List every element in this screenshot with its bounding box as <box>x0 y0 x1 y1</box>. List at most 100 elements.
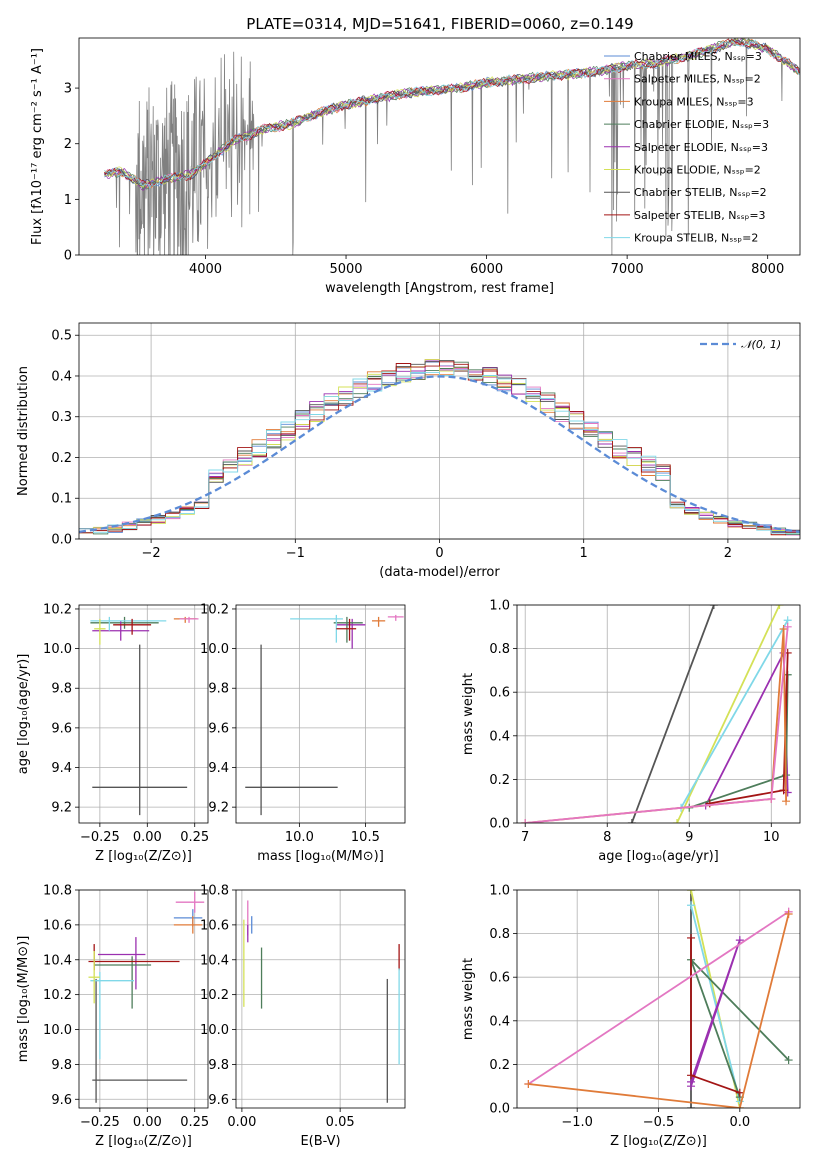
y-axis-label: Flux [fλ10⁻¹⁷ erg cm⁻² s⁻¹ A⁻¹] <box>30 48 45 245</box>
legend-label: Kroupa MILES, Nₛₛₚ=3 <box>634 95 754 108</box>
x-axis-label: age [log₁₀(age/yr)] <box>598 849 719 864</box>
x-tick-label: 0.00 <box>227 1115 256 1130</box>
model-line-salpeter_stelib <box>104 38 800 187</box>
weight-line-salpeter_miles <box>525 626 789 823</box>
x-axis-label: wavelength [Angstrom, rest frame] <box>325 281 554 296</box>
panel-weight_vs_age: 7 8 9 10 0.0 0.2 0.4 0.6 0.8 1.0 age [log₁₀(age/yr… <box>461 599 801 864</box>
errorbar-point <box>336 618 357 641</box>
weight-marker <box>687 1104 696 1108</box>
weight-marker <box>784 909 793 918</box>
weight-marker <box>735 936 744 945</box>
errorbar-point <box>179 616 199 623</box>
legend-label: Salpeter MILES, Nₛₛₚ=2 <box>634 73 761 86</box>
x-tick-label: 1 <box>580 546 588 561</box>
x-tick-label: 8 <box>603 830 611 845</box>
y-tick-label: 0.2 <box>51 451 72 466</box>
weight-marker <box>672 819 681 823</box>
y-tick-label: 0.4 <box>51 369 72 384</box>
y-axis-label: mass weight <box>461 958 476 1040</box>
y-tick-label: 9.8 <box>208 1058 229 1073</box>
x-tick-label: 0 <box>435 546 443 561</box>
axes-frame <box>516 604 801 824</box>
errorbar-point <box>113 618 152 635</box>
legend-label: Chabrier ELODIE, Nₛₛₚ=3 <box>634 118 769 131</box>
y-tick-label: 10.4 <box>43 953 72 968</box>
x-tick-label: 7 <box>521 830 529 845</box>
x-tick-label: 0.00 <box>133 1115 162 1130</box>
y-tick-label: 0 <box>64 249 72 264</box>
errorbar-point <box>387 614 404 621</box>
legend-label: Chabrier MILES, Nₛₛₚ=3 <box>634 50 762 63</box>
y-tick-label: 10.2 <box>43 602 72 617</box>
plot-area <box>90 616 199 816</box>
x-tick-label: 8000 <box>751 262 784 277</box>
weight-marker <box>784 1056 793 1065</box>
y-tick-label: 0.8 <box>489 927 510 942</box>
axes-frame <box>516 889 801 1109</box>
errorbar-point <box>94 618 106 645</box>
y-tick-label: 9.6 <box>51 721 72 736</box>
model-line-kroupa_elodie <box>104 38 800 188</box>
x-tick-label: 10.0 <box>285 830 314 845</box>
errorbar-point <box>90 616 167 631</box>
x-tick-label: 2 <box>724 546 732 561</box>
plot-area <box>79 359 800 536</box>
panel-weight_vs_Z: −1.0 −0.5 0.0 0.0 0.2 0.4 0.6 0.8 1.0 Z [log₁₀(Z/… <box>461 884 801 1149</box>
histogram-kroupa_stelib <box>79 369 800 535</box>
x-axis-label: E(B-V) <box>300 1134 340 1149</box>
y-tick-label: 1 <box>64 193 72 208</box>
x-axis-label: (data-model)/error <box>379 565 500 580</box>
legend-label: Salpeter ELODIE, Nₛₛₚ=3 <box>634 141 768 154</box>
x-tick-label: 0.0 <box>729 1115 750 1130</box>
y-tick-label: 0.2 <box>489 1058 510 1073</box>
axes-frame <box>78 889 209 1109</box>
x-tick-label: −0.25 <box>80 830 120 845</box>
axes-frame <box>78 37 801 256</box>
x-tick-label: 6000 <box>470 262 503 277</box>
x-tick-label: 0.05 <box>326 1115 355 1130</box>
y-tick-label: 0.4 <box>489 729 510 744</box>
plot-area <box>104 38 800 255</box>
weight-marker <box>782 797 791 806</box>
y-tick-label: 10.8 <box>200 884 229 899</box>
y-tick-label: 0.0 <box>51 533 72 548</box>
axes-frame <box>235 604 406 824</box>
legend: Chabrier MILES, Nₛₛₚ=3 Salpeter MILES, Nₛ… <box>604 50 769 245</box>
x-tick-label: 0.25 <box>180 1115 209 1130</box>
y-tick-label: 9.8 <box>208 682 229 697</box>
errorbar-point <box>245 644 338 816</box>
y-tick-label: 10.0 <box>200 1023 229 1038</box>
y-tick-label: 10.2 <box>200 988 229 1003</box>
y-tick-label: 9.4 <box>51 761 72 776</box>
weight-line-kroupa_stelib <box>690 905 741 1102</box>
y-tick-label: 10.8 <box>43 884 72 899</box>
y-tick-label: 0.0 <box>489 817 510 832</box>
y-tick-label: 9.6 <box>208 721 229 736</box>
x-tick-label: −1 <box>286 546 305 561</box>
y-axis-label: mass weight <box>461 673 476 755</box>
panel-age_vs_Z: −0.25 0.00 0.25 9.2 9.4 9.6 9.8 10.0 10.2 Z [log₁… <box>16 602 209 864</box>
legend-label: Salpeter STELIB, Nₛₛₚ=3 <box>634 209 766 222</box>
y-tick-label: 0.8 <box>489 642 510 657</box>
y-tick-label: 9.4 <box>208 761 229 776</box>
y-axis-label: Normed distribution <box>16 366 31 496</box>
y-tick-label: 0.1 <box>51 492 72 507</box>
figure-title: PLATE=0314, MJD=51641, FIBERID=0060, z=0… <box>246 15 633 33</box>
weight-marker <box>521 819 530 823</box>
legend-label: Kroupa STELIB, Nₛₛₚ=2 <box>634 232 758 245</box>
errorbar-point <box>173 909 203 927</box>
weight-marker <box>709 605 718 609</box>
model-line-kroupa_stelib <box>104 39 800 189</box>
y-tick-label: 10.2 <box>200 602 229 617</box>
weight-marker <box>783 622 792 631</box>
panel-spectrum: 4000 5000 6000 7000 8000 0 1 2 3 wavelength [Angs… <box>30 37 801 296</box>
errorbar-point <box>173 616 197 623</box>
weight-line-kroupa_elodie <box>676 605 781 823</box>
y-tick-label: 10.6 <box>43 918 72 933</box>
plot-area <box>243 900 400 1103</box>
weight-marker <box>705 799 714 808</box>
weight-marker <box>627 819 636 823</box>
x-axis-label: mass [log₁₀(M/M⊙)] <box>257 849 384 864</box>
y-axis-label: age [log₁₀(age/yr)] <box>16 654 31 775</box>
weight-line-kroupa_stelib <box>680 619 789 809</box>
